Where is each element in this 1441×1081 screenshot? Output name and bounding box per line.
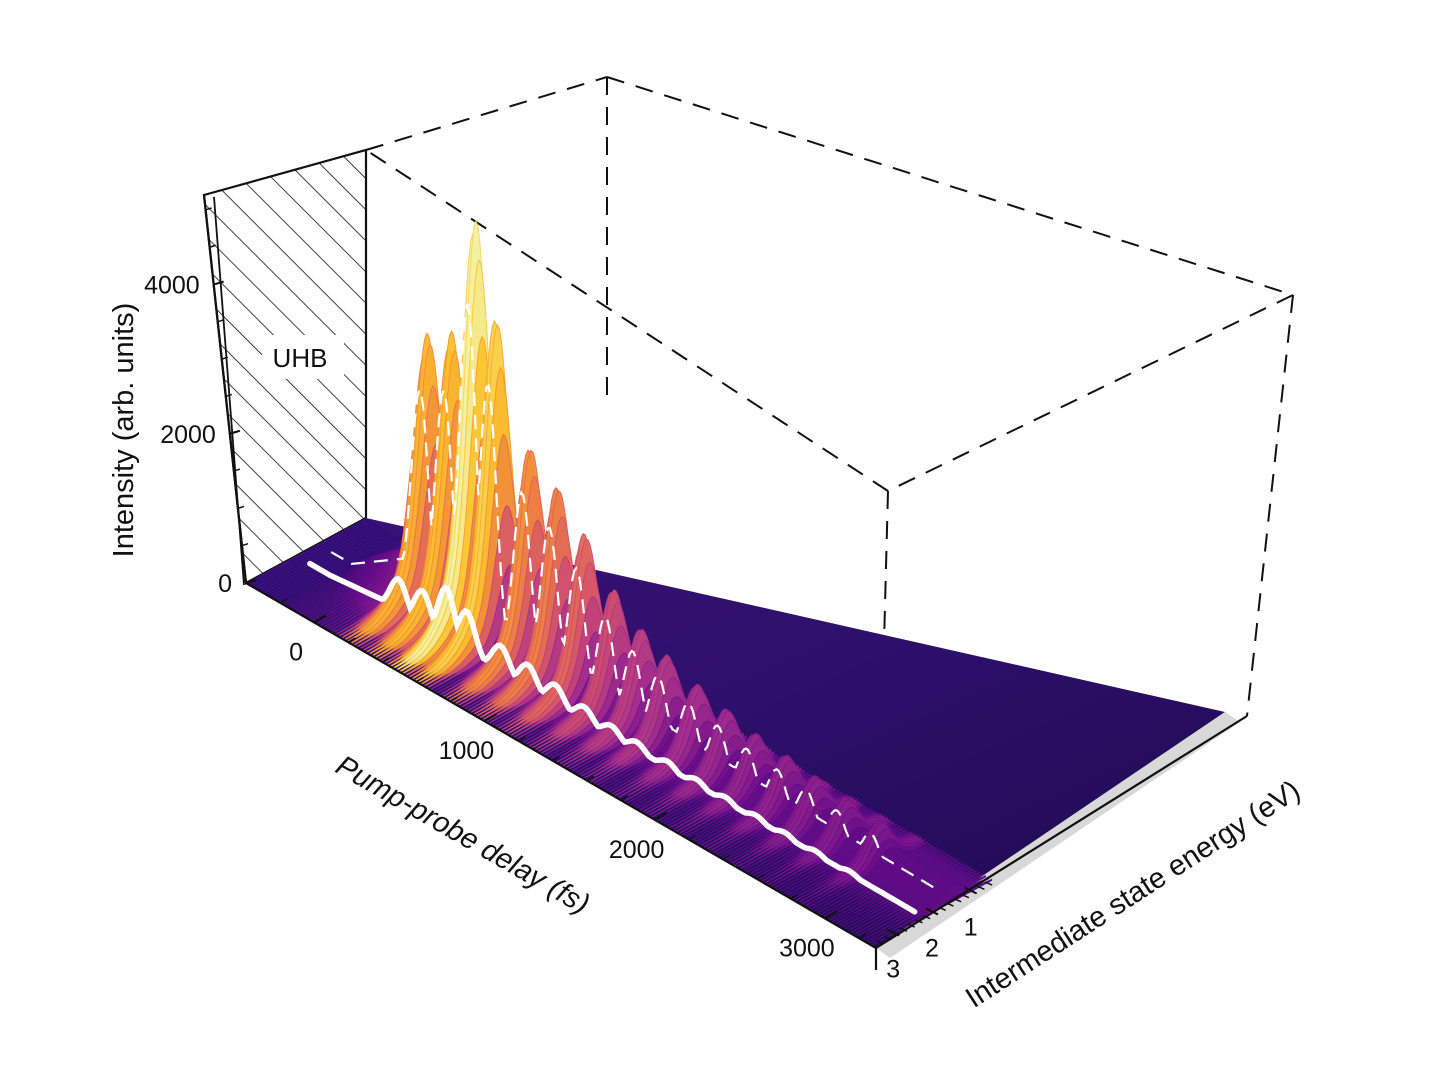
- z-minor-tick: [229, 431, 237, 435]
- z-minor-tick: [237, 505, 245, 510]
- y-minor-tick: [969, 889, 977, 895]
- y-tick-label: 3: [886, 955, 900, 983]
- y-minor-tick: [961, 893, 970, 899]
- x-minor-tick: [381, 657, 390, 663]
- x-minor-tick: [279, 598, 288, 604]
- y-minor-tick: [891, 931, 900, 937]
- x-tick-label: 1000: [439, 737, 495, 765]
- x-minor-tick: [313, 617, 322, 624]
- cut-line-dashed: [330, 302, 937, 890]
- y-minor-tick: [899, 927, 908, 932]
- x-axis-title: Pump-probe delay (fs): [330, 750, 594, 921]
- x-minor-tick: [756, 874, 765, 880]
- y-minor-tick: [907, 923, 916, 928]
- x-minor-tick: [858, 933, 867, 939]
- x-minor-tick: [347, 637, 356, 643]
- z-minor-tick: [225, 393, 233, 398]
- x-minor-tick: [586, 775, 594, 781]
- tick-marks: [205, 207, 993, 945]
- x-minor-tick: [654, 815, 663, 821]
- x-minor-tick: [790, 894, 799, 900]
- x-minor-tick: [722, 854, 731, 860]
- z-minor-tick: [233, 468, 241, 472]
- z-axis-line: [202, 194, 248, 584]
- z-minor-tick: [245, 580, 253, 584]
- x-minor-tick: [824, 913, 833, 920]
- y-tick-label: 1: [964, 913, 978, 941]
- y-minor-tick: [946, 902, 954, 907]
- z-minor-tick: [209, 244, 216, 248]
- x-tick-label: 0: [289, 638, 303, 666]
- x-minor-tick: [552, 755, 560, 762]
- y-tick-label: 2: [925, 934, 939, 962]
- x-axis-line: [245, 582, 877, 949]
- uhb-region: UHB: [202, 148, 368, 586]
- y-minor-tick: [884, 935, 892, 941]
- z-minor-tick: [217, 319, 224, 323]
- y-minor-tick: [930, 910, 939, 916]
- z-tick-label: 2000: [160, 421, 216, 449]
- x-minor-tick: [518, 736, 526, 742]
- surface-layer: [246, 219, 1240, 958]
- y-minor-tick: [915, 919, 923, 924]
- x-minor-tick: [415, 676, 424, 683]
- uhb-label: UHB: [273, 343, 328, 373]
- x-minor-tick: [484, 716, 492, 722]
- x-minor-tick: [620, 795, 628, 801]
- z-axis-title: Intensity (arb. units): [108, 303, 140, 558]
- y-minor-tick: [953, 898, 962, 903]
- axes: [202, 194, 1248, 970]
- y-minor-tick: [876, 940, 885, 945]
- cut-line-solid: [307, 560, 918, 915]
- x-tick-label: 2000: [609, 836, 665, 864]
- y-axis-line: [875, 715, 1248, 949]
- y-minor-tick: [984, 881, 993, 886]
- y-minor-tick: [938, 906, 946, 911]
- z-tick-label: 0: [218, 570, 232, 598]
- z-minor-tick: [213, 281, 220, 286]
- z-minor-tick: [241, 542, 249, 547]
- z-minor-tick: [205, 207, 212, 211]
- back-box-edges: [365, 76, 1294, 949]
- x-minor-tick: [688, 834, 697, 841]
- tick-labels: 0 2000 4000 0 1000 2000 3000 123: [144, 272, 978, 984]
- x-minor-tick: [449, 696, 458, 703]
- y-minor-tick: [977, 885, 985, 890]
- z-tick-label: 4000: [144, 272, 200, 300]
- y-minor-tick: [922, 914, 931, 920]
- x-tick-label: 3000: [779, 934, 835, 962]
- z-minor-tick: [221, 356, 229, 360]
